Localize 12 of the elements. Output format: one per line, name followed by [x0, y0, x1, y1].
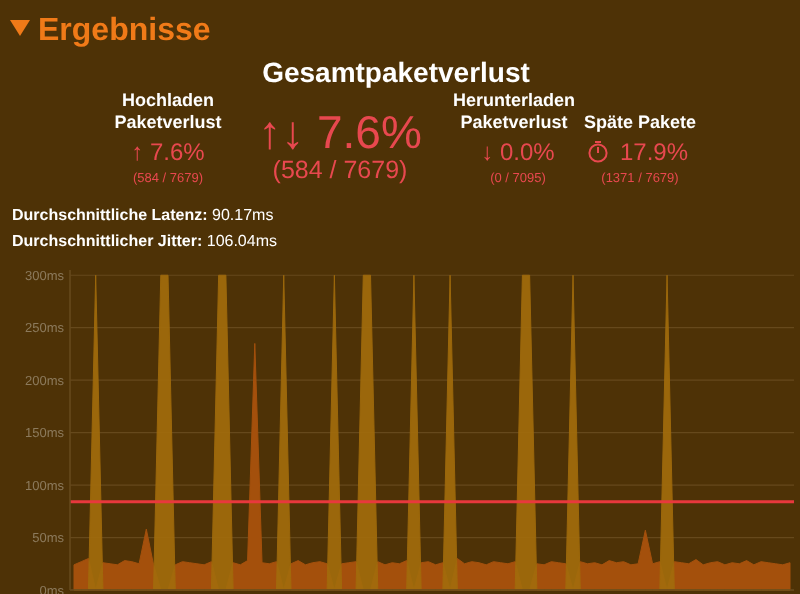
- text: Durchschnittlicher Jitter: 106.04ms: [12, 232, 277, 250]
- text: (584 / 7679): [272, 156, 408, 184]
- text: Späte Pakete: [583, 112, 697, 132]
- chart-title: Ergebnisse: [38, 14, 211, 48]
- text: ↑↓ 7.6%: [258, 106, 422, 158]
- text: ↓ 0.0%: [481, 138, 556, 166]
- text: Gesamtpaketverlust: [262, 56, 531, 88]
- text: ↑ 7.6%: [131, 138, 206, 166]
- text: Durchschnittliche Latenz: 90.17ms: [12, 206, 274, 224]
- text: Hochladen Paketverlust: [114, 90, 222, 132]
- text: Herunterladen Paketverlust: [452, 90, 576, 132]
- text: 17.9%: [619, 138, 689, 166]
